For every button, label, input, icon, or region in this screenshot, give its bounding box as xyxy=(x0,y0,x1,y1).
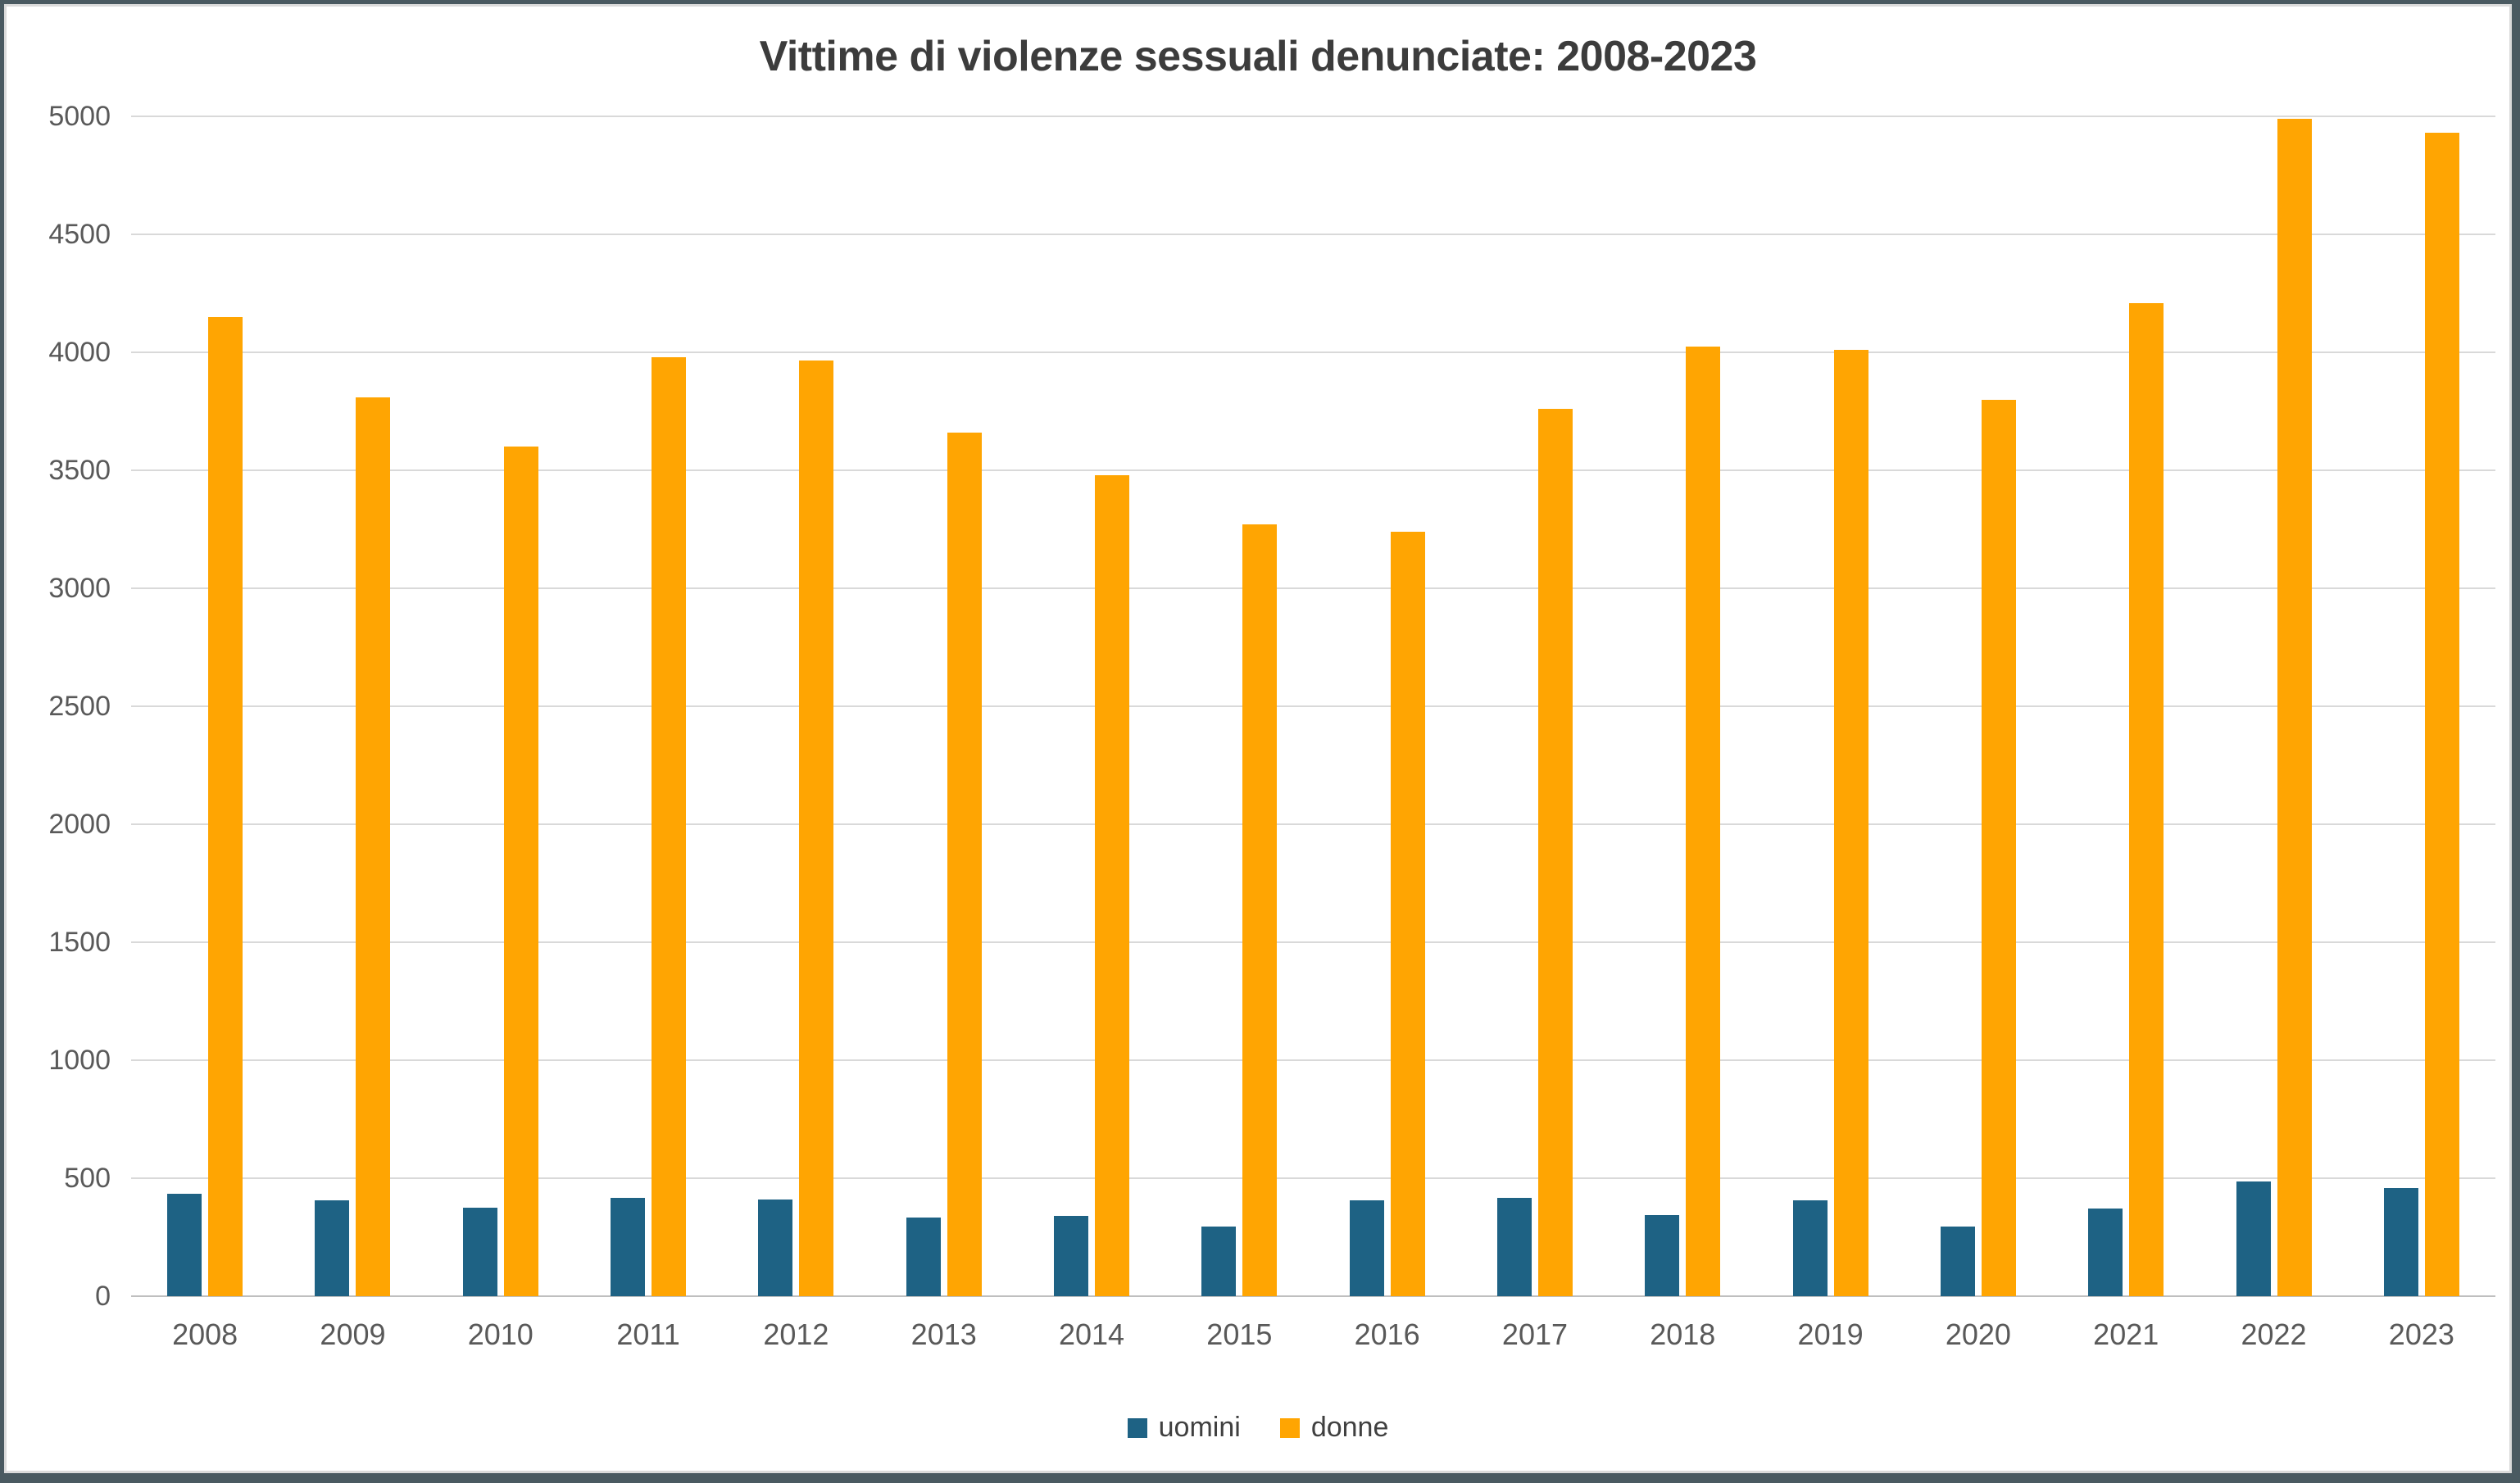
plot-area: 2008 2009 2010 2011 2012 2013 2014 2015 2016 2017… xyxy=(131,116,2495,1351)
x-axis-label-2022: 2022 xyxy=(2241,1317,2307,1351)
x-axis-label-2018: 2018 xyxy=(1650,1317,1716,1351)
x-axis-label-2009: 2009 xyxy=(320,1317,386,1351)
x-axis-label-2015: 2015 xyxy=(1206,1317,1273,1351)
bar-uomini-2016 xyxy=(1349,1200,1384,1296)
bar-uomini-2011 xyxy=(611,1198,646,1296)
y-axis-label-4000: 4000 xyxy=(48,337,111,368)
legend-swatch-donne xyxy=(1279,1417,1300,1438)
y-axis-label-1000: 1000 xyxy=(48,1045,111,1076)
bar-donne-2014 xyxy=(1095,474,1130,1296)
x-axis-label-2023: 2023 xyxy=(2388,1317,2454,1351)
bar-group-2009: 2009 xyxy=(279,116,426,1351)
gridline-3500 xyxy=(131,469,2495,471)
chart-title: Vittime di violenze sessuali denunciate:… xyxy=(759,33,1757,80)
bar-uomini-2020 xyxy=(1940,1227,1975,1296)
y-axis-label-0: 0 xyxy=(95,1281,111,1312)
y-axis-label-5000: 5000 xyxy=(48,101,111,132)
legend-swatch-uomini xyxy=(1127,1417,1147,1438)
x-axis-label-2012: 2012 xyxy=(763,1317,829,1351)
y-axis-label-2000: 2000 xyxy=(48,809,111,840)
bar-uomini-2012 xyxy=(758,1199,793,1296)
x-axis-label-2013: 2013 xyxy=(910,1317,977,1351)
bar-group-2019: 2019 xyxy=(1756,116,1904,1351)
bar-donne-2010 xyxy=(503,447,538,1296)
bar-group-2015: 2015 xyxy=(1165,116,1313,1351)
x-axis-label-2010: 2010 xyxy=(467,1317,534,1351)
bar-group-2016: 2016 xyxy=(1314,116,1461,1351)
x-axis-label-2008: 2008 xyxy=(172,1317,238,1351)
bar-group-2022: 2022 xyxy=(2200,116,2347,1351)
gridline-2000 xyxy=(131,823,2495,825)
bar-group-2017: 2017 xyxy=(1461,116,1609,1351)
x-axis-line xyxy=(131,1295,2495,1297)
bar-group-2014: 2014 xyxy=(1018,116,1165,1351)
bar-group-2008: 2008 xyxy=(131,116,279,1351)
gridline-1000 xyxy=(131,1059,2495,1061)
gridline-4000 xyxy=(131,351,2495,353)
x-axis-label-2011: 2011 xyxy=(616,1317,680,1351)
bar-uomini-2023 xyxy=(2383,1187,2418,1296)
bar-uomini-2014 xyxy=(1054,1216,1089,1296)
bar-group-2013: 2013 xyxy=(870,116,1018,1351)
x-axis-label-2016: 2016 xyxy=(1354,1317,1420,1351)
bar-group-2010: 2010 xyxy=(427,116,574,1351)
bar-donne-2020 xyxy=(1981,399,2016,1296)
bar-uomini-2009 xyxy=(315,1200,350,1296)
bar-donne-2016 xyxy=(1390,531,1425,1296)
bar-uomini-2017 xyxy=(1496,1198,1532,1296)
bar-group-2012: 2012 xyxy=(722,116,870,1351)
x-axis-label-2017: 2017 xyxy=(1501,1317,1569,1351)
y-axis-label-4500: 4500 xyxy=(48,219,111,250)
x-axis-label-2014: 2014 xyxy=(1058,1317,1125,1351)
bar-donne-2023 xyxy=(2424,133,2459,1296)
x-axis-label-2019: 2019 xyxy=(1797,1317,1864,1351)
bar-uomini-2013 xyxy=(906,1217,941,1296)
bar-donne-2008 xyxy=(208,316,243,1296)
y-axis: 0 500 1000 1500 2000 2500 3000 3500 4000 4500 5000 xyxy=(4,102,111,1310)
y-axis-label-3500: 3500 xyxy=(48,455,111,486)
legend: uomini donne xyxy=(4,1412,2512,1444)
bar-group-2021: 2021 xyxy=(2052,116,2200,1351)
bar-donne-2018 xyxy=(1686,346,1721,1296)
bar-uomini-2021 xyxy=(2088,1209,2123,1296)
legend-item-uomini: uomini xyxy=(1127,1412,1241,1444)
y-axis-label-3000: 3000 xyxy=(48,573,111,604)
y-axis-label-1500: 1500 xyxy=(48,927,111,958)
legend-item-donne: donne xyxy=(1279,1412,1389,1444)
bar-uomini-2018 xyxy=(1645,1214,1680,1296)
gridline-4500 xyxy=(131,234,2495,235)
legend-label-uomini: uomini xyxy=(1158,1412,1241,1443)
bar-uomini-2015 xyxy=(1201,1227,1237,1296)
bar-group-2018: 2018 xyxy=(1609,116,1756,1351)
bar-donne-2012 xyxy=(799,361,834,1296)
x-axis-label-2020: 2020 xyxy=(1945,1317,2011,1351)
bar-donne-2019 xyxy=(1833,350,1868,1296)
bar-group-2023: 2023 xyxy=(2348,116,2495,1351)
gridline-500 xyxy=(131,1177,2495,1179)
gridline-2500 xyxy=(131,705,2495,707)
bar-group-2011: 2011 xyxy=(574,116,722,1351)
gridline-1500 xyxy=(131,941,2495,943)
legend-label-donne: donne xyxy=(1310,1412,1389,1443)
bar-group-2020: 2020 xyxy=(1905,116,2052,1351)
bar-donne-2015 xyxy=(1242,524,1278,1296)
gridline-5000 xyxy=(131,116,2495,117)
bar-groups: 2008 2009 2010 2011 2012 2013 2014 2015 2016 2017… xyxy=(131,116,2495,1351)
x-axis-label-2021: 2021 xyxy=(2093,1317,2159,1351)
bar-donne-2009 xyxy=(356,397,391,1296)
bar-donne-2021 xyxy=(2129,302,2164,1296)
y-axis-label-500: 500 xyxy=(64,1163,111,1194)
bar-uomini-2010 xyxy=(462,1208,497,1296)
bar-donne-2011 xyxy=(652,356,687,1296)
bar-uomini-2008 xyxy=(167,1193,202,1296)
bar-donne-2013 xyxy=(947,432,982,1296)
gridline-3000 xyxy=(131,587,2495,589)
bar-donne-2017 xyxy=(1537,409,1573,1296)
y-axis-label-2500: 2500 xyxy=(48,691,111,722)
bar-uomini-2019 xyxy=(1792,1200,1828,1296)
bar-donne-2022 xyxy=(2277,118,2312,1296)
bar-uomini-2022 xyxy=(2236,1181,2271,1296)
